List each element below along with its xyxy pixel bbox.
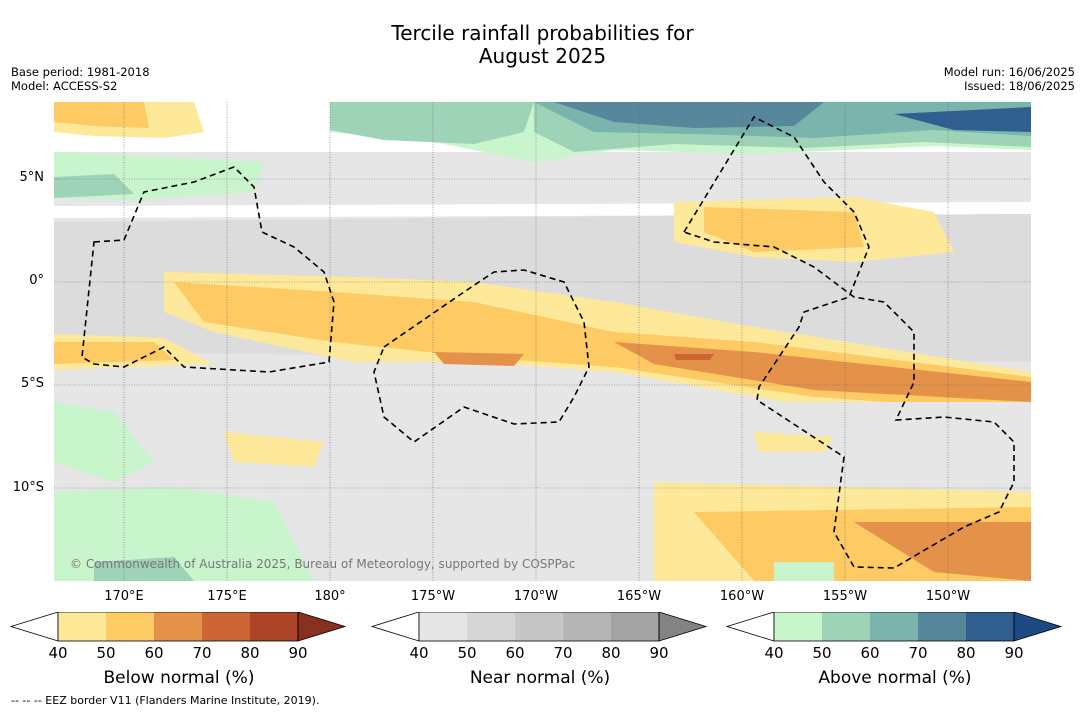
lat-label-5n: 5°N xyxy=(19,170,45,185)
above-normal-50-south xyxy=(94,557,194,581)
colorbar-segment xyxy=(250,612,298,641)
title-line-2: August 2025 xyxy=(478,44,607,68)
colorbar-extend-high xyxy=(1013,612,1063,642)
colorbar-segment xyxy=(467,612,515,641)
above-normal-south-patch xyxy=(774,562,834,581)
title-line-1: Tercile rainfall probabilities for xyxy=(391,21,694,45)
colorbar-below-normal: 40 50 60 70 80 90 xyxy=(10,612,347,662)
colorbar-tick-label: 50 xyxy=(812,644,831,662)
probability-map xyxy=(54,102,1031,581)
colorbar-tick-label: 50 xyxy=(96,644,115,662)
model-run-label: Model run: 16/06/2025 xyxy=(943,65,1075,79)
above-normal-80-north xyxy=(894,107,1031,132)
colorbar-tick-label: 80 xyxy=(956,644,975,662)
above-normal-southwest xyxy=(54,402,154,482)
colorbar-extend-low xyxy=(10,612,59,642)
colorbar-extend-high xyxy=(297,612,347,642)
colorbar-segment xyxy=(563,612,611,641)
colorbar-outline xyxy=(418,612,660,642)
lon-label-170w: 170°W xyxy=(513,589,559,604)
colorbar-outline xyxy=(57,612,299,642)
eez-borders xyxy=(81,115,1015,569)
colorbar-tick-label: 70 xyxy=(908,644,927,662)
below-normal-60-west xyxy=(54,342,174,364)
above-normal-50-north-west xyxy=(330,102,534,144)
above-normal-50-northwest xyxy=(54,174,134,198)
colorbar-segment xyxy=(515,612,563,641)
colorbar-tick-label: 90 xyxy=(649,644,668,662)
colorbar-segment xyxy=(106,612,154,641)
colorbar-extend-high xyxy=(658,612,708,642)
colorbar-segment xyxy=(822,612,870,641)
eez-border-tokelau xyxy=(373,269,590,444)
eez-border-cook-islands xyxy=(682,115,1015,569)
colorbar-tick-label: 70 xyxy=(553,644,572,662)
colorbar-tick-label: 80 xyxy=(601,644,620,662)
copyright-notice: © Commonwealth of Australia 2025, Bureau… xyxy=(70,557,576,571)
model-label: Model: ACCESS-S2 xyxy=(11,79,118,93)
lon-label-180: 180° xyxy=(314,589,346,604)
base-period-label: Base period: 1981-2018 xyxy=(11,65,150,79)
lon-label-150w: 150°W xyxy=(925,589,971,604)
colorbar-tick-label: 60 xyxy=(860,644,879,662)
colorbar-tick-label: 70 xyxy=(192,644,211,662)
colorbar-extend-low xyxy=(371,612,420,642)
grid-lines xyxy=(54,102,1031,581)
colorbar-segment xyxy=(870,612,918,641)
colorbar-segment xyxy=(966,612,1014,641)
meta-left: Base period: 1981-2018 Model: ACCESS-S2 xyxy=(11,65,150,93)
colorbar-segment xyxy=(58,612,106,641)
meta-right: Model run: 16/06/2025 Issued: 18/06/2025 xyxy=(944,65,1075,93)
colorbar-tick-label: 60 xyxy=(505,644,524,662)
lon-label-175w: 175°W xyxy=(410,589,456,604)
colorbar-segment xyxy=(918,612,966,641)
below-normal-south-patch xyxy=(224,432,324,467)
below-normal-70-southeast xyxy=(854,522,1031,581)
above-normal-70-north xyxy=(554,102,824,128)
issued-label: Issued: 18/06/2025 xyxy=(964,79,1075,93)
colorbar-tick-label: 90 xyxy=(288,644,307,662)
colorbar-tick-label: 40 xyxy=(764,644,783,662)
below-normal-80-patch xyxy=(674,354,714,360)
colorbar-tick-label: 50 xyxy=(457,644,476,662)
below-normal-60-northwest xyxy=(54,102,149,128)
colorbar-near-normal: 40 50 60 70 80 90 xyxy=(371,612,708,662)
lon-label-175e: 175°E xyxy=(207,589,247,604)
eez-border-tuvalu xyxy=(81,166,335,373)
colorbar-segment xyxy=(419,612,467,641)
colorbar-extend-low xyxy=(726,612,775,642)
lon-label-170e: 170°E xyxy=(104,589,144,604)
below-normal-70-band xyxy=(614,342,1031,402)
colorbar-title-near: Near normal (%) xyxy=(469,668,611,688)
lat-label-5s: 5°S xyxy=(20,376,44,391)
lat-label-10s: 10°S xyxy=(12,480,44,495)
above-normal-south xyxy=(54,487,314,581)
eez-legend-footer: -- -- -- EEZ border V11 (Flanders Marine… xyxy=(11,694,320,707)
colorbar-segment xyxy=(774,612,822,641)
map-svg xyxy=(54,102,1031,581)
lon-label-160w: 160°W xyxy=(719,589,765,604)
lon-label-155w: 155°W xyxy=(822,589,868,604)
lon-label-165w: 165°W xyxy=(616,589,662,604)
colorbar-segment xyxy=(611,612,659,641)
below-normal-70-center xyxy=(434,352,524,366)
colorbar-title-above: Above normal (%) xyxy=(818,668,972,688)
colorbar-tick-label: 80 xyxy=(240,644,259,662)
colorbar-tick-label: 60 xyxy=(144,644,163,662)
below-normal-60-northeast xyxy=(704,207,864,252)
colorbar-outline xyxy=(773,612,1015,642)
colorbar-title-below: Below normal (%) xyxy=(103,668,255,688)
lat-label-0: 0° xyxy=(29,273,44,288)
colorbar-tick-label: 90 xyxy=(1004,644,1023,662)
colorbar-segment xyxy=(202,612,250,641)
colorbar-tick-label: 40 xyxy=(48,644,67,662)
colorbar-tick-label: 40 xyxy=(409,644,428,662)
map-title: Tercile rainfall probabilities for Augus… xyxy=(0,22,1085,68)
colorbar-above-normal: 40 50 60 70 80 90 xyxy=(726,612,1063,662)
colorbar-segment xyxy=(154,612,202,641)
